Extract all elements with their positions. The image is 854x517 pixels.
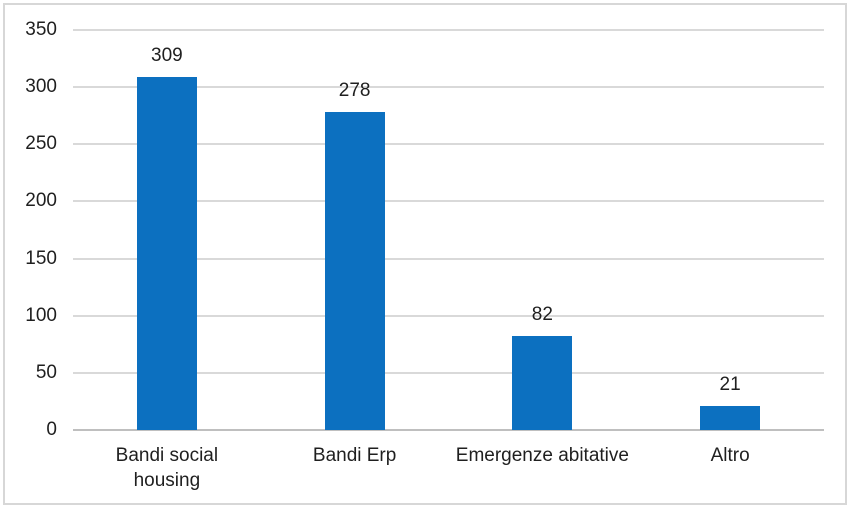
y-axis-tick-label: 250 [25,133,57,155]
y-axis-tick-label: 150 [25,247,57,269]
bar-value-label: 21 [719,374,741,395]
y-axis-tick-label: 300 [25,76,57,98]
x-axis-line [73,429,824,431]
gridline [73,257,824,260]
y-axis-tick-label: 0 [46,419,57,440]
gridline [73,29,824,31]
bar [700,406,761,430]
bar [136,76,197,430]
gridline [73,143,824,146]
x-axis-category-label: Bandi Erp [312,445,397,466]
gridline [73,200,824,203]
bar-value-label: 82 [531,304,553,326]
bar-value-label: 278 [338,80,371,102]
bar [324,112,385,430]
bar-value-label: 309 [151,44,183,66]
y-axis-tick-label: 200 [25,190,57,212]
gridline [73,371,824,374]
x-axis-category-label: Emergenze abitative [455,445,629,466]
y-axis-tick-label: 50 [35,361,57,383]
bar [512,336,573,430]
x-axis-category-label: Bandi social housing [115,445,219,491]
gridline [73,86,824,89]
y-axis-tick-label: 350 [25,19,57,40]
gridline [73,314,824,317]
y-axis-tick-label: 100 [25,304,57,326]
x-axis-category-label: Altro [710,445,750,466]
